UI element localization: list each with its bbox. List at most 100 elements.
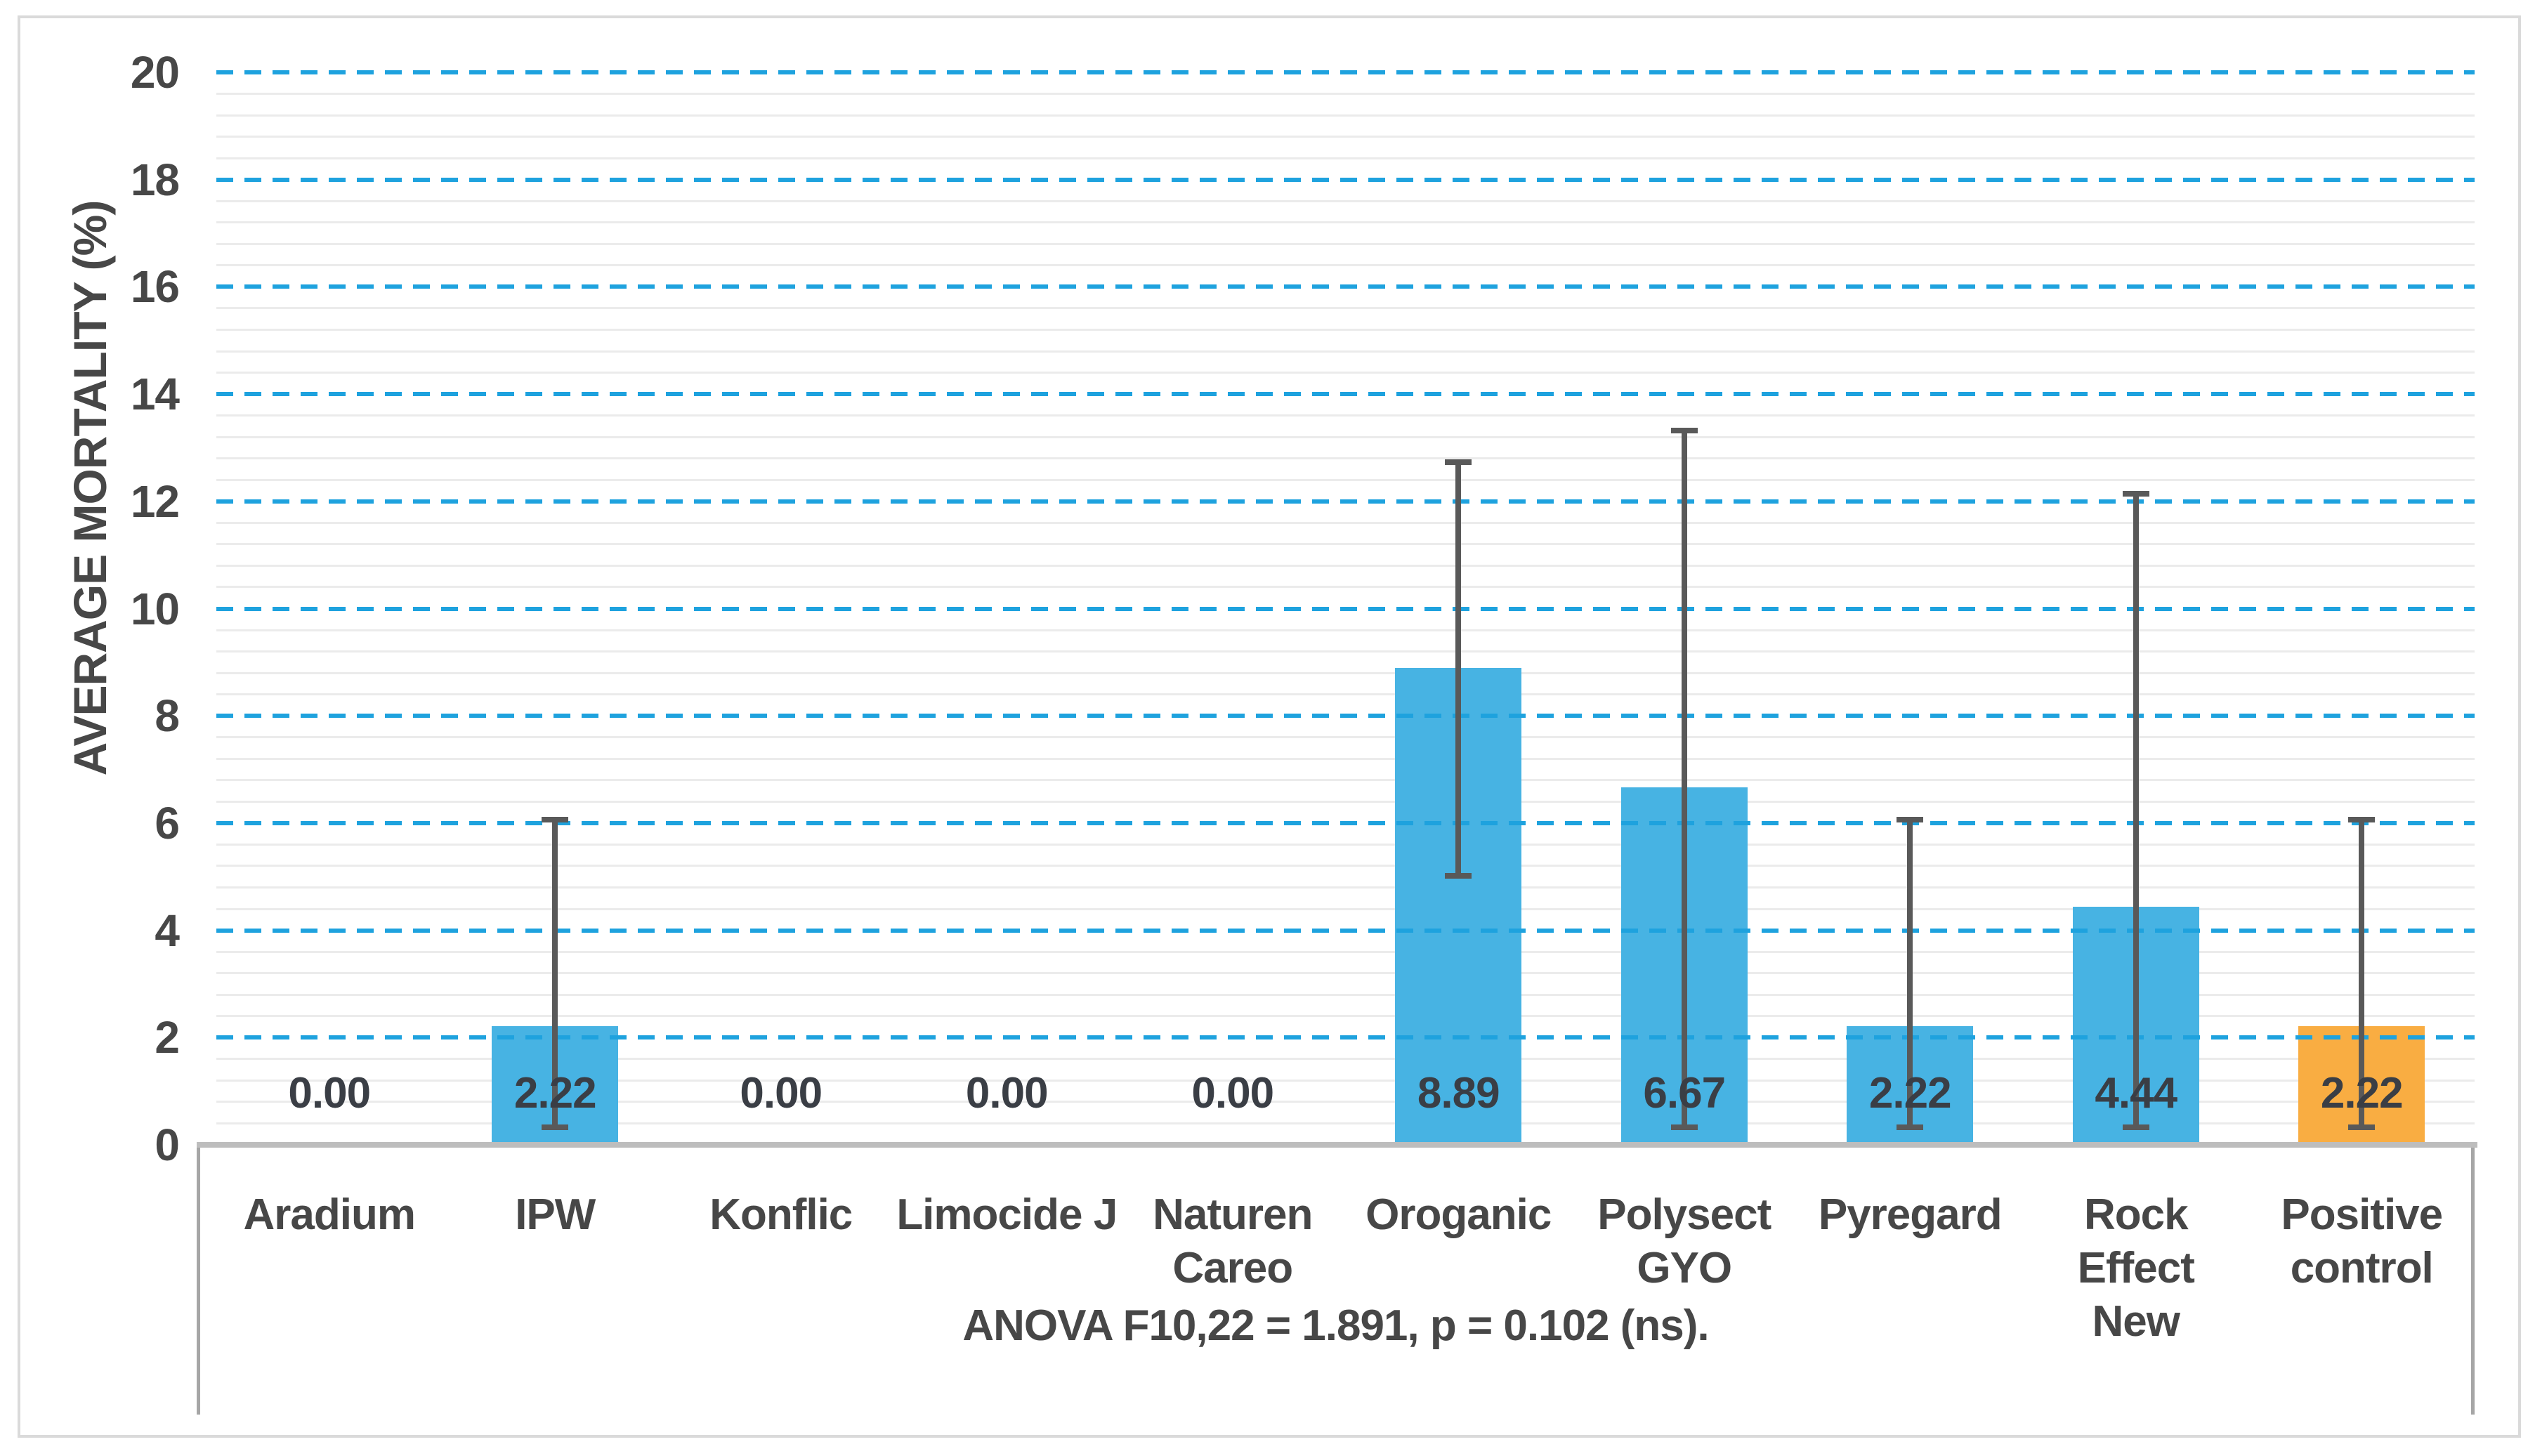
y-tick-label: 6 [155,797,180,848]
category-label: Oroganic [1346,1188,1572,1242]
category-label-line: IPW [515,1191,596,1239]
minor-gridline [216,199,2475,202]
error-bar-line [2359,819,2365,1127]
minor-gridline [216,993,2475,996]
error-bar-line [552,819,558,1127]
y-tick-label: 14 [130,369,180,420]
category-box-right-border [2471,1148,2475,1415]
error-bar-cap-top [2348,816,2376,822]
error-bar-cap-bottom [1670,1124,1698,1130]
error-bar-cap-bottom [2122,1124,2149,1130]
data-label: 0.00 [1191,1069,1274,1117]
minor-gridline [216,972,2475,975]
minor-gridline [216,564,2475,567]
y-tick-label: 8 [155,690,180,742]
chart-outer-border [18,15,2521,1438]
error-bar-cap-top [542,816,569,822]
minor-gridline [216,586,2475,589]
error-bar-line [1681,431,1687,1127]
error-bar-cap-bottom [542,1124,569,1130]
y-tick-label: 20 [130,47,180,98]
error-bar-line [1455,462,1462,876]
data-label: 2.22 [513,1069,597,1117]
category-label-line: Limocide J [896,1191,1118,1239]
y-tick-label: 10 [130,583,180,634]
category-label: Aradium [216,1188,443,1242]
major-gridline [216,606,2475,611]
minor-gridline [216,521,2475,524]
minor-gridline [216,435,2475,438]
category-label: Rock Effect New [2023,1188,2249,1349]
minor-gridline [216,886,2475,889]
category-label-line: Polysect [1597,1191,1771,1239]
major-gridline [216,820,2475,825]
minor-gridline [216,736,2475,739]
category-label-line: Pyregard [1818,1191,2003,1239]
category-label-line: GYO [1637,1244,1732,1292]
error-bar-cap-bottom [2348,1124,2376,1130]
minor-gridline [216,1058,2475,1061]
minor-gridline [216,950,2475,953]
category-label: Polysect GYO [1571,1188,1797,1295]
error-bar-cap-top [1670,428,1698,434]
y-tick-label: 2 [155,1012,180,1063]
major-gridline [216,392,2475,397]
category-label: Konflic [668,1188,894,1242]
x-axis-line [197,1142,2477,1148]
data-label: 0.00 [740,1069,823,1117]
minor-gridline [216,93,2475,96]
error-bar-cap-bottom [1897,1124,1924,1130]
minor-gridline [216,543,2475,546]
minor-gridline [216,779,2475,782]
error-bar-line [2133,494,2139,1127]
error-bar-cap-bottom [1445,872,1472,879]
major-gridline [216,928,2475,933]
minor-gridline [216,907,2475,910]
error-bar-line [1907,819,1913,1127]
minor-gridline [216,865,2475,867]
data-label: 6.67 [1643,1069,1726,1117]
category-box-left-border [197,1148,200,1415]
category-label: Limocide J [894,1188,1120,1242]
category-label: IPW [443,1188,669,1242]
category-label: Positive control [2249,1188,2475,1295]
error-bar-cap-top [1897,816,1924,822]
minor-gridline [216,478,2475,481]
major-gridline [216,499,2475,504]
minor-gridline [216,221,2475,224]
minor-gridline [216,157,2475,159]
minor-gridline [216,757,2475,760]
category-label-line: Naturen [1153,1191,1313,1239]
y-tick-label: 4 [155,905,180,956]
major-gridline [216,284,2475,289]
category-label-line: Careo [1172,1244,1293,1292]
data-label: 8.89 [1417,1069,1500,1117]
minor-gridline [216,350,2475,353]
y-tick-label: 12 [130,476,180,527]
minor-gridline [216,671,2475,674]
minor-gridline [216,372,2475,374]
minor-gridline [216,1015,2475,1018]
y-tick-label: 0 [155,1120,180,1170]
error-bar-cap-top [2122,491,2149,497]
minor-gridline [216,264,2475,267]
minor-gridline [216,242,2475,245]
major-gridline [216,70,2475,74]
error-bar-cap-top [1445,459,1472,466]
category-label-line: Aradium [243,1191,416,1239]
minor-gridline [216,328,2475,331]
major-gridline [216,714,2475,719]
minor-gridline [216,136,2475,138]
data-label: 2.22 [2320,1069,2404,1117]
minor-gridline [216,1079,2475,1082]
minor-gridline [216,307,2475,310]
minor-gridline [216,414,2475,417]
category-label-line: Rock Effect [2077,1191,2195,1292]
category-label: Pyregard [1797,1188,2024,1242]
data-label: 0.00 [288,1069,371,1117]
category-label-line: control [2290,1244,2434,1292]
category-label: Naturen Careo [1120,1188,1346,1295]
category-label-line: Positive [2281,1191,2443,1239]
category-label-line: Oroganic [1365,1191,1552,1239]
major-gridline [216,177,2475,182]
